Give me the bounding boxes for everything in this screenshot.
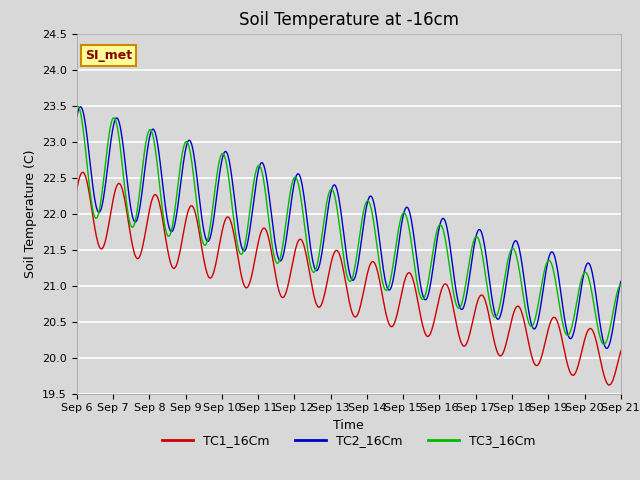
- TC1_16Cm: [416, 308, 424, 313]
- TC3_16Cm: [416, 291, 424, 297]
- Line: TC2_16Cm: TC2_16Cm: [77, 107, 621, 348]
- TC2_16Cm: [617, 279, 625, 285]
- TC3_16Cm: [617, 281, 625, 287]
- TC3_16Cm: [195, 216, 202, 222]
- TC2_16Cm: [73, 114, 81, 120]
- TC1_16Cm: [79, 169, 86, 175]
- TC2_16Cm: [416, 276, 424, 282]
- Title: Soil Temperature at -16cm: Soil Temperature at -16cm: [239, 11, 459, 29]
- TC2_16Cm: [77, 104, 84, 109]
- TC2_16Cm: [223, 151, 231, 156]
- X-axis label: Time: Time: [333, 419, 364, 432]
- TC1_16Cm: [223, 214, 231, 220]
- Legend: TC1_16Cm, TC2_16Cm, TC3_16Cm: TC1_16Cm, TC2_16Cm, TC3_16Cm: [157, 429, 540, 452]
- TC1_16Cm: [73, 186, 81, 192]
- TC2_16Cm: [603, 346, 611, 351]
- Line: TC3_16Cm: TC3_16Cm: [77, 106, 621, 344]
- TC3_16Cm: [84, 165, 92, 170]
- TC2_16Cm: [431, 248, 439, 253]
- Text: SI_met: SI_met: [85, 49, 132, 62]
- TC3_16Cm: [431, 234, 439, 240]
- TC1_16Cm: [605, 382, 613, 388]
- TC2_16Cm: [84, 136, 92, 142]
- TC3_16Cm: [140, 157, 147, 163]
- TC3_16Cm: [223, 166, 231, 172]
- TC1_16Cm: [140, 240, 147, 246]
- TC1_16Cm: [84, 181, 92, 187]
- TC2_16Cm: [140, 179, 147, 184]
- Line: TC1_16Cm: TC1_16Cm: [77, 172, 621, 385]
- Y-axis label: Soil Temperature (C): Soil Temperature (C): [24, 149, 36, 278]
- TC1_16Cm: [617, 348, 625, 354]
- TC1_16Cm: [431, 312, 439, 318]
- TC1_16Cm: [195, 226, 202, 232]
- TC3_16Cm: [74, 103, 81, 109]
- TC3_16Cm: [73, 104, 81, 109]
- TC2_16Cm: [195, 189, 202, 194]
- TC3_16Cm: [600, 341, 608, 347]
